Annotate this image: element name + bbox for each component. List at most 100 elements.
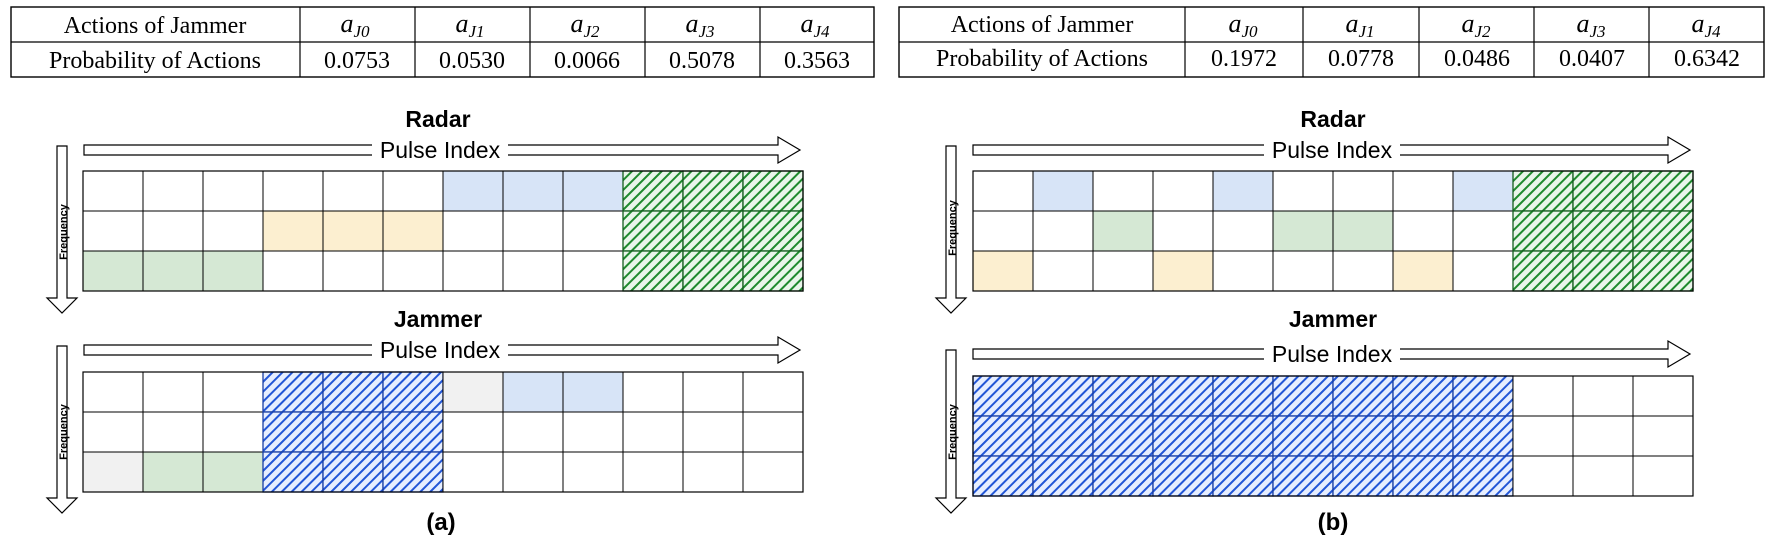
grid-cell-greenhatch	[682, 170, 744, 212]
grid-cell-bluehatch	[262, 371, 324, 413]
grid-cell	[202, 371, 264, 413]
grid-cell	[562, 210, 624, 252]
grid-cell	[1392, 210, 1454, 252]
grid-cell	[682, 371, 744, 413]
grid-cell	[442, 250, 504, 292]
jammer-grid	[972, 375, 1694, 497]
grid-cell-greenhatch	[742, 210, 804, 252]
grid-cell-bluehatch	[1392, 455, 1454, 497]
grid-cell	[742, 371, 804, 413]
grid-cell	[1452, 250, 1514, 292]
grid-cell	[682, 451, 744, 493]
grid-cell-bluehatch	[972, 455, 1034, 497]
grid-cell-blue	[1452, 170, 1514, 212]
grid-cell	[142, 210, 204, 252]
grid-cell-bluehatch	[322, 371, 384, 413]
grid-cell-bluehatch	[972, 375, 1034, 417]
grid-cell-bluehatch	[1152, 455, 1214, 497]
grid-cell	[502, 210, 564, 252]
frequency-arrow	[934, 145, 968, 314]
grid-cell	[262, 170, 324, 212]
grid-cell	[1032, 210, 1094, 252]
grid-cell	[142, 170, 204, 212]
grid-cell-blue	[1212, 170, 1274, 212]
grid-cell	[202, 411, 264, 453]
grid-cell	[1272, 250, 1334, 292]
grid-cell-green	[1272, 210, 1334, 252]
grid-cell-yellow	[322, 210, 384, 252]
grid-cell	[202, 210, 264, 252]
grid-cell	[1032, 250, 1094, 292]
grid-cell-bluehatch	[1092, 415, 1154, 457]
grid-cell-bluehatch	[1152, 375, 1214, 417]
grid-cell-green	[202, 451, 264, 493]
grid-cell-green	[1332, 210, 1394, 252]
grid-cell-blue	[502, 170, 564, 212]
probability-value: 0.0778	[1328, 46, 1394, 72]
grid-cell-green	[202, 250, 264, 292]
grid-cell-greenhatch	[1632, 170, 1694, 212]
grid-cell-bluehatch	[1392, 375, 1454, 417]
grid-cell-bluehatch	[1272, 375, 1334, 417]
grid-cell-bluehatch	[382, 451, 444, 493]
grid-cell-blue	[562, 371, 624, 413]
grid-cell-green	[142, 451, 204, 493]
grid-cell	[142, 371, 204, 413]
grid-cell-bluehatch	[1332, 455, 1394, 497]
grid-cell-greenhatch	[1572, 250, 1634, 292]
grid-cell-greenhatch	[1512, 250, 1574, 292]
grid-cell	[82, 371, 144, 413]
radar-grid	[82, 170, 804, 292]
grid-cell	[502, 411, 564, 453]
grid-cell	[562, 451, 624, 493]
grid-cell-bluehatch	[382, 411, 444, 453]
grid-cell	[1572, 375, 1634, 417]
frequency-label: Frequency	[947, 199, 959, 256]
grid-cell-bluehatch	[972, 415, 1034, 457]
frequency-arrow	[45, 145, 79, 314]
grid-cell-greenhatch	[682, 250, 744, 292]
grid-cell	[742, 411, 804, 453]
grid-cell-bluehatch	[1032, 455, 1094, 497]
panel-b: Actions of Jammer Probability of Actions…	[898, 6, 1765, 536]
grid-cell	[1392, 170, 1454, 212]
grid-cell-greenhatch	[1572, 170, 1634, 212]
grid-cell	[502, 451, 564, 493]
grid-cell-yellow	[262, 210, 324, 252]
label-bg	[1264, 135, 1400, 163]
grid-cell-greenhatch	[742, 250, 804, 292]
pulse-index-label: Pulse Index	[380, 137, 501, 163]
grid-cell	[1512, 375, 1574, 417]
grid-cell	[1632, 455, 1694, 497]
grid-cell	[1332, 170, 1394, 212]
grid-cell-bluehatch	[1332, 415, 1394, 457]
grid-cell-bluehatch	[382, 371, 444, 413]
grid-cell-bluehatch	[1452, 375, 1514, 417]
grid-cell	[1212, 250, 1274, 292]
grid-cell	[972, 210, 1034, 252]
grid-cell	[82, 170, 144, 212]
grid-cell-bluehatch	[1092, 455, 1154, 497]
grid-cell-bluehatch	[262, 411, 324, 453]
actions-table: Actions of Jammer Probability of Actions…	[898, 6, 1765, 78]
radar-grid	[972, 170, 1694, 292]
grid-cell	[1572, 455, 1634, 497]
grid-cell	[1512, 455, 1574, 497]
grid-cell-gray	[442, 371, 504, 413]
grid-cell	[622, 371, 684, 413]
grid-cell	[142, 411, 204, 453]
jammer-grid	[82, 371, 804, 493]
probability-value: 0.0530	[439, 48, 505, 74]
grid-cell	[382, 170, 444, 212]
grid-cell-yellow	[382, 210, 444, 252]
grid-cell-greenhatch	[622, 170, 684, 212]
grid-cell	[1092, 170, 1154, 212]
grid-cell	[1572, 415, 1634, 457]
grid-cell-bluehatch	[1452, 415, 1514, 457]
radar-title: Radar	[1300, 106, 1365, 132]
grid-cell-greenhatch	[1512, 170, 1574, 212]
grid-cell	[202, 170, 264, 212]
actions-table: Actions of Jammer Probability of Actions…	[10, 6, 875, 78]
panel-caption: (a)	[426, 509, 455, 536]
